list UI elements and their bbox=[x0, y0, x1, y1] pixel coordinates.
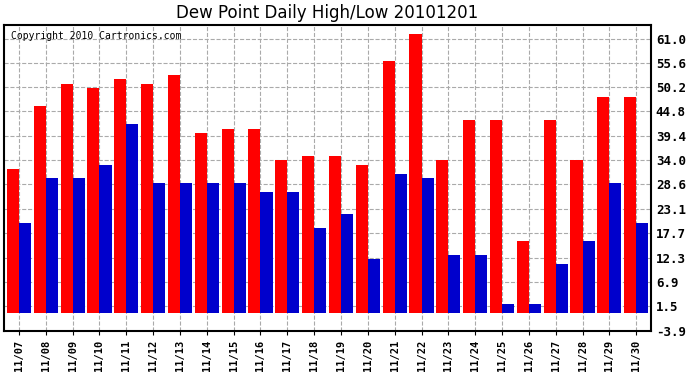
Bar bbox=[529, 304, 541, 313]
Bar bbox=[19, 223, 31, 313]
Bar bbox=[624, 97, 636, 313]
Bar bbox=[475, 255, 487, 313]
Bar bbox=[260, 192, 273, 313]
Bar bbox=[544, 120, 555, 313]
Bar bbox=[368, 259, 380, 313]
Bar bbox=[582, 241, 595, 313]
Bar bbox=[234, 183, 246, 313]
Bar bbox=[46, 178, 58, 313]
Bar bbox=[168, 75, 180, 313]
Bar bbox=[490, 120, 502, 313]
Title: Dew Point Daily High/Low 20101201: Dew Point Daily High/Low 20101201 bbox=[177, 4, 479, 22]
Bar bbox=[598, 97, 609, 313]
Bar bbox=[314, 228, 326, 313]
Bar bbox=[153, 183, 165, 313]
Bar bbox=[609, 183, 622, 313]
Bar bbox=[329, 156, 341, 313]
Bar bbox=[382, 61, 395, 313]
Bar bbox=[409, 34, 422, 313]
Bar bbox=[287, 192, 299, 313]
Bar bbox=[341, 214, 353, 313]
Bar bbox=[275, 160, 287, 313]
Bar bbox=[248, 129, 260, 313]
Bar bbox=[356, 165, 368, 313]
Bar bbox=[115, 79, 126, 313]
Bar bbox=[436, 160, 448, 313]
Bar bbox=[502, 304, 514, 313]
Bar bbox=[395, 174, 406, 313]
Bar bbox=[302, 156, 314, 313]
Text: Copyright 2010 Cartronics.com: Copyright 2010 Cartronics.com bbox=[10, 31, 181, 41]
Bar bbox=[448, 255, 460, 313]
Bar bbox=[463, 120, 475, 313]
Bar bbox=[422, 178, 433, 313]
Bar bbox=[636, 223, 649, 313]
Bar bbox=[207, 183, 219, 313]
Bar bbox=[555, 264, 568, 313]
Bar bbox=[517, 241, 529, 313]
Bar bbox=[88, 88, 99, 313]
Bar bbox=[221, 129, 234, 313]
Bar bbox=[571, 160, 582, 313]
Bar bbox=[126, 124, 139, 313]
Bar bbox=[34, 106, 46, 313]
Bar bbox=[195, 133, 207, 313]
Bar bbox=[99, 165, 112, 313]
Bar bbox=[141, 84, 153, 313]
Bar bbox=[72, 178, 85, 313]
Bar bbox=[180, 183, 192, 313]
Bar bbox=[61, 84, 72, 313]
Bar bbox=[7, 169, 19, 313]
